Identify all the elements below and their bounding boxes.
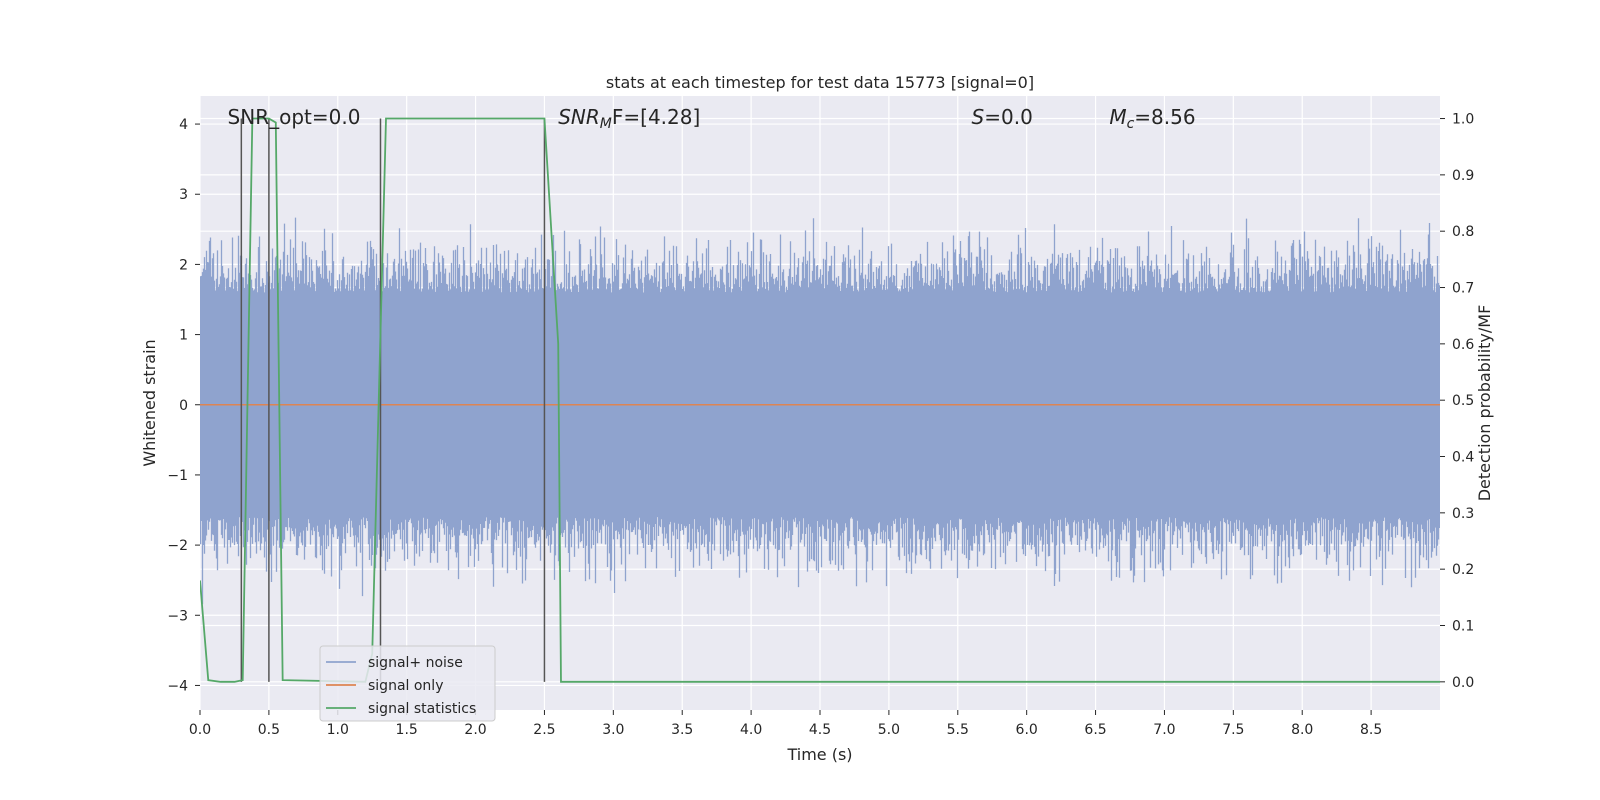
y-right-tick-label: 0.7 [1452, 281, 1474, 297]
vertical-markers [240, 118, 546, 682]
noise-trace [200, 217, 1440, 605]
x-tick-label: 5.5 [947, 722, 969, 738]
series-signal-noise [200, 217, 1440, 605]
annotation-2: S=0.0 [972, 105, 1033, 129]
x-tick-label: 0.5 [258, 722, 280, 738]
x-tick-label: 8.0 [1291, 722, 1313, 738]
x-tick-label: 7.0 [1153, 722, 1175, 738]
legend-entry: signal only [368, 678, 443, 694]
y-right-tick-label: 0.1 [1452, 619, 1474, 635]
x-axis-label: Time (s) [786, 745, 852, 764]
y-tick-label: −1 [167, 468, 188, 484]
x-tick-label: 3.5 [671, 722, 693, 738]
y-right-tick-label: 0.9 [1452, 168, 1474, 184]
y-tick-label: 0 [179, 398, 188, 414]
legend-entry: signal statistics [368, 701, 476, 717]
annotation-3: Mc=8.56 [1109, 105, 1195, 132]
x-tick-label: 2.5 [533, 722, 555, 738]
x-tick-label: 6.5 [1084, 722, 1106, 738]
x-tick-label: 2.0 [464, 722, 486, 738]
x-tick-label: 1.5 [396, 722, 418, 738]
y-axis-right-label: Detection probability/MF [1475, 305, 1494, 502]
y-right-tick-label: 0.5 [1452, 393, 1474, 409]
y-tick-label: 2 [179, 257, 188, 273]
chart-title: stats at each timestep for test data 157… [606, 73, 1034, 92]
x-tick-label: 4.0 [740, 722, 762, 738]
y-right-tick-label: 0.8 [1452, 224, 1474, 240]
legend-entry: signal+ noise [368, 655, 463, 671]
y-tick-label: −3 [167, 608, 188, 624]
annotations: SNR_opt=0.0 SNRMF=[4.28] S=0.0 Mc=8.56 [228, 105, 1196, 132]
annotation-1: SNRMF=[4.28] [558, 105, 700, 132]
y-tick-label: 4 [179, 117, 188, 133]
y-right-tick-label: 0.0 [1452, 675, 1474, 691]
annotation-0: SNR_opt=0.0 [228, 105, 361, 129]
y-axis-label: Whitened strain [140, 339, 159, 466]
y-right-tick-label: 1.0 [1452, 112, 1474, 128]
y-tick-label: −2 [167, 538, 188, 554]
y-tick-label: 1 [179, 328, 188, 344]
x-tick-label: 3.0 [602, 722, 624, 738]
x-tick-label: 7.5 [1222, 722, 1244, 738]
legend-box [319, 645, 496, 722]
legend: signal+ noise signal only signal statistic… [319, 645, 496, 722]
ticks: 0.0 0.5 1.0 1.5 2.0 2.5 3.0 3.5 4.0 4.5 5.0 5.5 6.0 6… [167, 112, 1474, 738]
x-tick-label: 4.5 [809, 722, 831, 738]
x-tick-label: 8.5 [1360, 722, 1382, 738]
y-right-tick-label: 0.6 [1452, 337, 1474, 353]
y-right-tick-label: 0.2 [1452, 562, 1474, 578]
y-right-tick-label: 0.3 [1452, 506, 1474, 522]
y-tick-label: −4 [167, 678, 188, 694]
x-tick-label: 0.0 [189, 722, 211, 738]
x-tick-label: 1.0 [327, 722, 349, 738]
y-tick-label: 3 [179, 187, 188, 203]
x-tick-label: 5.0 [878, 722, 900, 738]
y-right-tick-label: 0.4 [1452, 450, 1474, 466]
x-tick-label: 6.0 [1016, 722, 1038, 738]
